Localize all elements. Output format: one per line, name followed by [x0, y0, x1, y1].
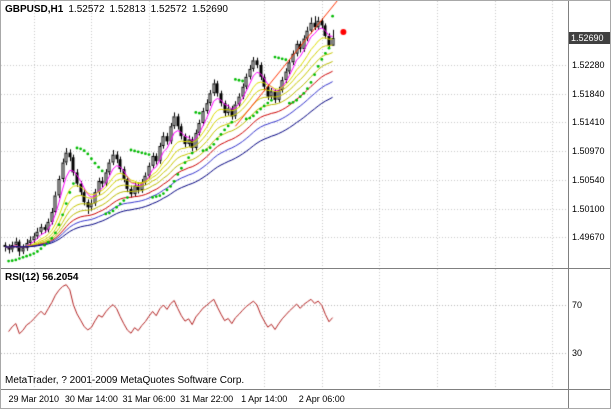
price-tick-label: 1.51410 [572, 117, 605, 128]
low-value: 1.52572 [150, 4, 187, 15]
time-axis-separator [1, 389, 610, 390]
time-tick-label: 29 Mar 2010 [8, 394, 60, 404]
close-value: 1.52690 [191, 4, 228, 15]
symbol-timeframe-label: GBPUSD,H1 [5, 4, 64, 15]
rsi-level-label: 70 [572, 300, 583, 310]
price-tick-label: 1.50540 [572, 174, 605, 185]
high-value: 1.52813 [109, 4, 146, 15]
price-tick-label: 1.50970 [572, 146, 605, 157]
price-tick-label: 1.52280 [572, 59, 605, 70]
rsi-level-label: 30 [572, 348, 583, 358]
time-tick-label: 31 Mar 22:00 [180, 394, 234, 404]
current-price-badge: 1.52690 [569, 31, 610, 44]
pane-separator[interactable] [1, 268, 610, 269]
price-chart-canvas[interactable] [1, 1, 568, 268]
price-tick-label: 1.49670 [572, 232, 605, 242]
rsi-indicator-canvas[interactable] [1, 269, 568, 389]
price-tick-label: 1.50100 [572, 203, 605, 214]
time-tick-label: 2 Apr 06:00 [298, 394, 345, 404]
price-axis-separator [568, 1, 569, 408]
price-tick-label: 1.51840 [572, 88, 605, 99]
open-value: 1.52572 [68, 4, 105, 15]
copyright-text: MetaTrader, ? 2001-2009 MetaQuotes Softw… [5, 375, 245, 386]
ohlc-header: GBPUSD,H1 1.52572 1.52813 1.52572 1.5269… [5, 4, 228, 15]
time-tick-label: 1 Apr 14:00 [241, 394, 288, 404]
time-tick-label: 30 Mar 14:00 [64, 394, 118, 404]
time-tick-label: 31 Mar 06:00 [122, 394, 176, 404]
rsi-indicator-label: RSI(12) 56.2054 [5, 272, 79, 283]
